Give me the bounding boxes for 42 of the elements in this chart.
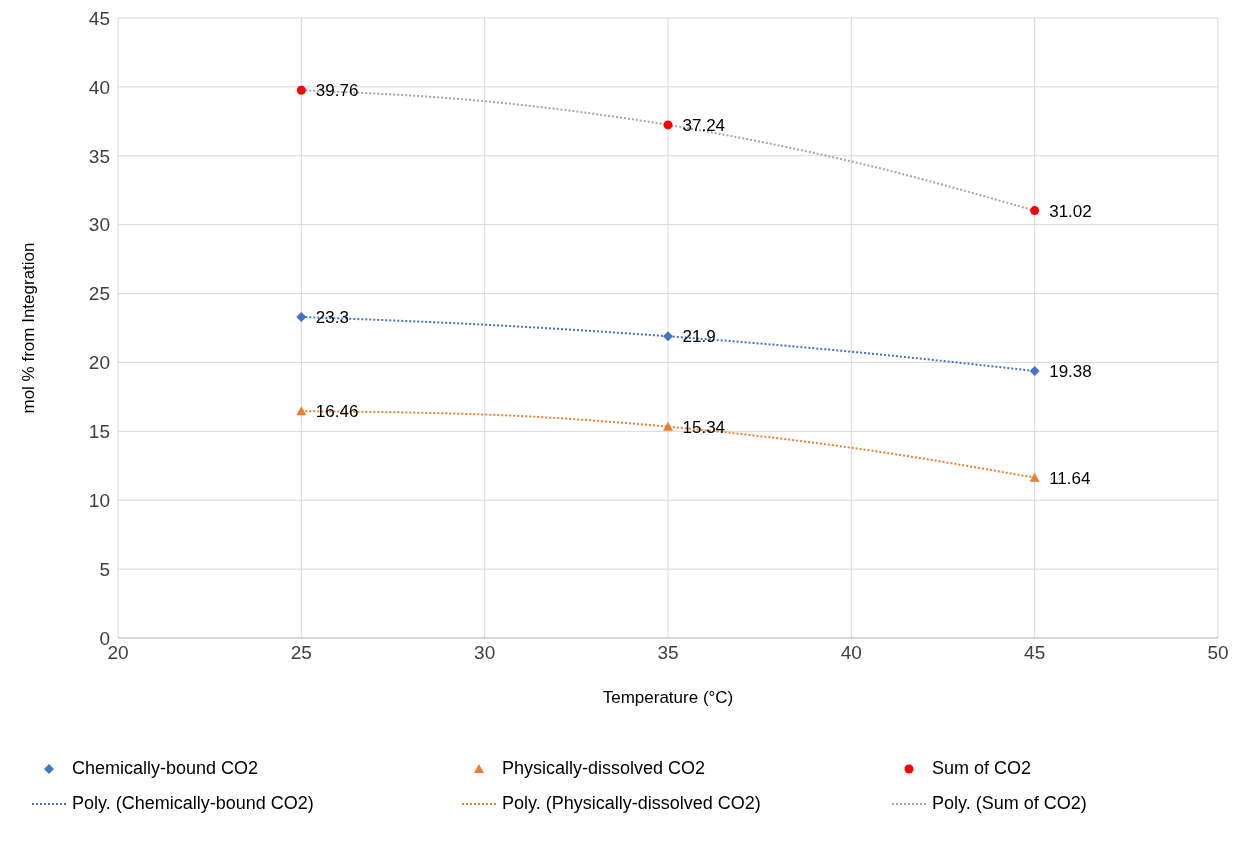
y-tick-label: 35: [88, 145, 110, 167]
y-tick-label: 0: [99, 627, 110, 649]
legend-label: Poly. (Chemically-bound CO2): [72, 793, 314, 814]
x-tick-label: 25: [290, 642, 312, 664]
legend-label: Chemically-bound CO2: [72, 758, 259, 779]
legend-label: Poly. (Physically-dissolved CO2): [502, 793, 761, 814]
x-tick-label: 35: [657, 642, 679, 664]
point: [663, 120, 673, 130]
data-label: 11.64: [1049, 468, 1091, 488]
point: [663, 331, 673, 342]
data-label: 21.9: [682, 327, 716, 347]
point: [1030, 206, 1040, 216]
data-label: 16.46: [315, 402, 359, 422]
y-tick-label: 15: [88, 421, 110, 443]
x-tick-label: 30: [474, 642, 496, 664]
point: [1029, 472, 1040, 482]
x-axis-title: Temperature (°C): [602, 688, 734, 707]
y-axis-title: mol % from Integration: [19, 242, 39, 414]
y-tick-label: 45: [88, 7, 110, 29]
y-tick-label: 25: [88, 283, 110, 305]
y-tick-label: 20: [88, 352, 110, 374]
x-tick-label: 40: [840, 642, 862, 664]
y-tick-label: 40: [88, 76, 110, 98]
legend-label: Sum of CO2: [932, 758, 1032, 779]
point: [296, 406, 307, 416]
point: [1029, 365, 1040, 376]
y-tick-label: 10: [88, 489, 110, 511]
legend-label: Poly. (Sum of CO2): [932, 793, 1087, 814]
data-label: 37.24: [682, 115, 726, 135]
point: [663, 421, 673, 431]
data-label: 15.34: [682, 417, 726, 437]
data-label: 19.38: [1049, 362, 1092, 382]
x-tick-label: 50: [1207, 642, 1229, 664]
data-label: 31.02: [1049, 201, 1092, 221]
legend-label: Physically-dissolved CO2: [502, 758, 706, 779]
point: [296, 311, 307, 322]
point: [296, 85, 306, 95]
x-tick-label: 45: [1024, 642, 1046, 664]
data-label: 23.3: [315, 308, 349, 328]
data-label: 39.76: [315, 81, 359, 101]
y-tick-label: 5: [99, 558, 110, 580]
y-tick-label: 30: [88, 214, 110, 236]
